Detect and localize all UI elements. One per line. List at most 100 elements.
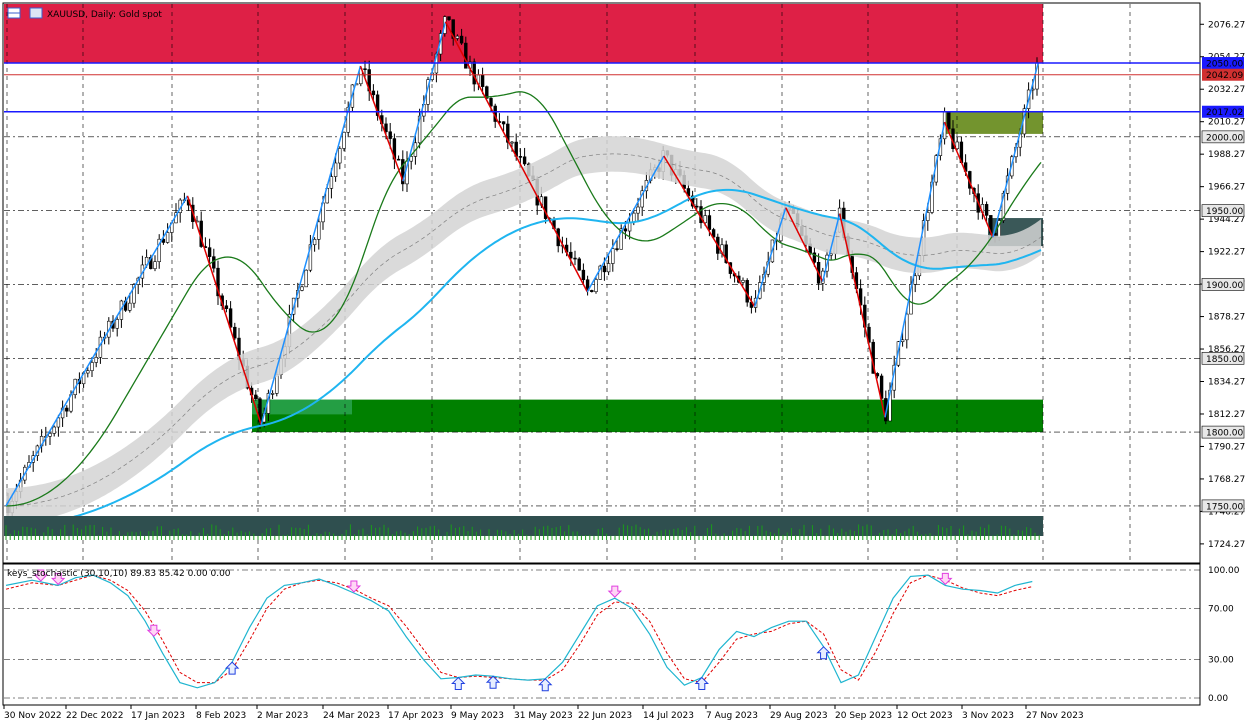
buy-arrow-icon [538,678,553,692]
candle-body [300,286,304,291]
sell-arrow-icon [50,572,66,586]
candle-body [153,261,157,269]
sell-arrow-icon [607,585,623,598]
price-tick-label: 1988.27 [1208,150,1245,160]
candle-body [459,35,464,44]
candle-body [207,247,212,257]
zone-support [252,399,1043,433]
candle-body [724,244,728,263]
candle-body [501,121,506,125]
candle-body [623,228,628,232]
candle-body [216,267,220,297]
price-tag-box [1201,204,1245,217]
candle-body [233,326,237,339]
candle-body [254,394,258,400]
candle-body [228,308,233,328]
candle-body [1001,193,1006,221]
candle-body [573,257,577,260]
price-tick-label: 2076.27 [1208,20,1245,30]
zigzag-up-segment [884,121,946,418]
candle-body [707,215,712,230]
candle-body [695,205,699,208]
zigzag-up-segment [5,195,189,507]
candle-body [346,106,350,133]
zone-support-highlight [252,399,352,415]
envelope-band [6,136,1041,524]
candle-body [94,357,98,363]
price-tick-label: 1724.27 [1208,540,1245,550]
candle-body [745,280,749,303]
time-tick-label: 17 Jan 2023 [131,711,185,721]
candle-body [90,362,94,371]
time-tick-label: 17 Apr 2023 [388,711,444,721]
candle-body [632,212,636,223]
time-tick-label: 9 May 2023 [451,711,504,721]
candle-body [581,269,586,281]
stochastic-label: keys_stochastic (30,10,10) 89.83 85.42 0… [7,569,231,579]
zigzag-down-segment [943,121,994,238]
zigzag-down-segment [785,207,824,282]
candle-body [115,319,119,329]
price-tick-label: 2010.27 [1208,118,1245,128]
zigzag-down-segment [838,213,886,418]
candle-body [371,90,376,96]
candle-body [947,111,951,130]
candle-body [409,156,413,162]
price-tag-box [1201,425,1245,439]
candle-body [132,284,136,304]
zigzag-up-segment [260,65,362,425]
candle-body [165,232,170,243]
time-tick-label: 29 Aug 2023 [770,711,828,721]
candle-body [812,252,817,263]
price-tag-label: 1800.00 [1206,429,1243,439]
envelope-midline [6,153,1042,507]
candle-body [510,141,514,144]
candle-body [636,206,640,214]
buy-arrow-icon [485,675,501,689]
candle-body [224,305,229,309]
candle-body [384,123,388,133]
price-tag-label: 2042.09 [1206,71,1243,81]
sell-arrow-icon [346,580,362,593]
zone-upper-box [943,111,1043,134]
candle-body [640,190,644,208]
price-tag-box [1201,278,1245,291]
candle-body [619,228,623,250]
buy-arrow-icon [224,661,240,675]
price-tag-box [1201,499,1245,513]
time-tick-label: 31 May 2023 [514,711,573,721]
stochastic-axis: 100.00 70.00 30.00 0.00 [1208,566,1240,704]
sell-arrow-icon [146,624,162,637]
time-tick-label: 22 Dec 2022 [66,711,124,721]
candle-body [157,238,161,262]
candle-body [590,290,594,292]
candle-body [518,156,523,158]
stochastic-panel[interactable]: keys_stochastic (30,10,10) 89.83 85.42 0… [2,563,1201,706]
time-tick-label: 24 Mar 2023 [323,711,380,721]
osc-level-label: 100.00 [1208,566,1240,576]
time-axis[interactable]: 30 Nov 2022 22 Dec 2022 17 Jan 2023 8 Feb 2… [3,705,1084,721]
buy-arrow-icon [451,676,466,691]
price-tag-label: 2017.02 [1206,108,1243,118]
price-tick-label: 2032.27 [1208,85,1245,95]
candle-body [569,251,573,259]
price-tag-box [1202,105,1244,118]
zigzag-up-segment [586,155,665,293]
price-tag-label: 2050.00 [1206,60,1243,70]
osc-level-label: 70.00 [1208,604,1234,614]
candle-body [913,275,917,285]
stochastic-signal-line [5,574,1033,684]
main-price-panel[interactable] [2,2,1201,705]
candle-body [602,265,607,273]
candle-body [984,204,989,216]
candle-body [338,148,342,164]
price-tag-box [1201,351,1245,365]
candle-body [304,269,308,288]
moving-average-fast [6,91,1042,507]
candle-body [312,238,317,246]
buy-arrow-icon [816,646,831,660]
time-tick-label: 14 Jul 2023 [643,711,694,721]
candle-body [926,212,930,221]
